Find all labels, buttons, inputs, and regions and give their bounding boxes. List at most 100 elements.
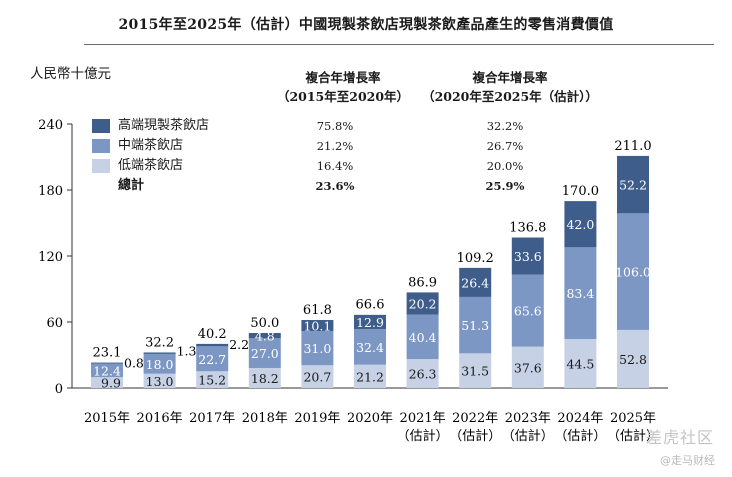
legend-swatch-low-end xyxy=(92,159,110,173)
legend-swatch-high-end xyxy=(92,119,110,133)
y-tick-label: 60 xyxy=(46,316,63,331)
bar-segment-low-end xyxy=(511,346,544,388)
bar-segment-low-end xyxy=(301,365,334,388)
data-label-mid-tier: 32.4 xyxy=(356,340,384,355)
data-label-total: 40.2 xyxy=(198,327,227,342)
x-tick-label: 2021年 xyxy=(400,411,446,426)
data-label-low-end: 13.0 xyxy=(146,374,174,389)
data-label-high-end: 1.3 xyxy=(177,344,197,359)
x-tick-label: （估計） xyxy=(607,428,659,444)
bar-segment-mid-tier xyxy=(143,353,176,374)
bar-segment-low-end xyxy=(406,359,439,388)
bar-segment-low-end xyxy=(143,373,176,388)
data-label-mid-tier: 40.4 xyxy=(409,330,437,345)
data-label-total: 109.2 xyxy=(457,251,494,266)
data-label-low-end: 44.5 xyxy=(566,357,594,372)
cagr-header-2020-2025: 複合年增長率 （2020年至2025年（估計）） xyxy=(410,68,610,106)
x-tick-label: 2022年 xyxy=(452,411,498,426)
legend-label-total: 總計 xyxy=(118,178,145,193)
data-label-total: 50.0 xyxy=(250,316,279,331)
legend-label: 高端現製茶飲店 xyxy=(118,118,210,133)
x-tick-label: 2017年 xyxy=(189,411,235,426)
data-label-low-end: 15.2 xyxy=(198,373,226,388)
bar-segment-high-end xyxy=(511,237,544,275)
data-label-low-end: 26.3 xyxy=(409,367,437,382)
data-label-high-end: 42.0 xyxy=(566,217,594,232)
data-label-total: 136.8 xyxy=(509,221,546,236)
bar-segment-low-end xyxy=(354,364,386,388)
data-label-total: 211.0 xyxy=(614,139,651,154)
x-tick-label: （估計） xyxy=(449,428,501,444)
data-label-high-end: 0.8 xyxy=(124,356,144,371)
y-tick-label: 120 xyxy=(38,250,63,265)
cagr-value: 32.2% xyxy=(486,119,524,133)
bar-segment-mid-tier xyxy=(564,247,597,340)
data-label-mid-tier: 106.0 xyxy=(615,265,651,280)
data-label-mid-tier: 18.0 xyxy=(146,357,174,372)
data-label-low-end: 20.7 xyxy=(303,370,331,385)
bar-segment-mid-tier xyxy=(354,329,386,365)
bar-segment-high-end xyxy=(354,314,386,330)
data-label-total: 86.9 xyxy=(408,275,437,290)
bar-segment-high-end xyxy=(196,343,229,347)
data-label-high-end: 12.9 xyxy=(356,315,384,330)
bar-segment-mid-tier xyxy=(196,346,229,372)
x-tick-label: 2018年 xyxy=(242,411,288,426)
bar-segment-high-end xyxy=(248,333,281,339)
x-tick-label: （估計） xyxy=(502,428,554,444)
x-tick-label: 2024年 xyxy=(557,411,603,426)
x-tick-label: 2020年 xyxy=(347,411,393,426)
watermark-text: 差虎社区 xyxy=(646,428,715,447)
cagr-header-2015-2020: 複合年增長率 （2015年至2020年） xyxy=(255,68,431,106)
data-label-low-end: 9.9 xyxy=(101,376,121,391)
y-tick-label: 0 xyxy=(55,382,63,397)
data-label-high-end: 52.2 xyxy=(619,178,647,193)
x-tick-label: 2025年 xyxy=(610,411,656,426)
bar-segment-low-end xyxy=(196,371,229,388)
data-label-high-end: 20.2 xyxy=(409,297,437,312)
data-label-mid-tier: 27.0 xyxy=(251,346,279,361)
data-label-mid-tier: 31.0 xyxy=(303,341,331,356)
bar-segment-high-end xyxy=(564,201,597,248)
data-label-total: 61.8 xyxy=(303,303,332,318)
bar-segment-low-end xyxy=(564,339,597,388)
bar-segment-mid-tier xyxy=(91,363,123,378)
y-axis-unit-label: 人民幣十億元 xyxy=(30,66,111,82)
cagr-header-line2: （2020年至2025年（估計）） xyxy=(422,89,598,104)
cagr-value: 21.2% xyxy=(316,139,354,153)
bar-segment-low-end xyxy=(617,329,649,388)
data-label-low-end: 37.6 xyxy=(514,360,542,375)
data-label-mid-tier: 83.4 xyxy=(566,286,594,301)
chart-title: 2015年至2025年（估計）中國現製茶飲店現製茶飲產品產生的零售消費價值 xyxy=(118,17,614,33)
data-label-low-end: 31.5 xyxy=(461,364,489,379)
x-tick-label: （估計） xyxy=(554,428,606,444)
cagr-value: 75.8% xyxy=(316,119,354,133)
watermark-handle: @走马财经 xyxy=(660,454,715,467)
bar-segment-low-end xyxy=(459,353,492,388)
cagr-header-line2: （2015年至2020年） xyxy=(276,89,410,104)
bar-segment-high-end xyxy=(459,267,492,297)
cagr-value-total: 25.9% xyxy=(485,179,525,193)
bar-segment-high-end xyxy=(406,292,439,315)
bar-segment-mid-tier xyxy=(459,296,492,354)
cagr-header-line1: 複合年增長率 xyxy=(305,70,381,85)
bar-segment-high-end xyxy=(301,320,334,332)
data-label-mid-tier: 51.3 xyxy=(461,318,489,333)
bar-segment-low-end xyxy=(248,367,281,388)
data-label-high-end: 2.2 xyxy=(229,337,249,352)
data-label-mid-tier: 22.7 xyxy=(198,352,226,367)
data-label-high-end: 10.1 xyxy=(303,319,331,334)
bar-segment-low-end xyxy=(91,377,123,388)
bar-segment-high-end xyxy=(617,155,649,214)
data-label-low-end: 18.2 xyxy=(251,371,279,386)
cagr-value: 20.0% xyxy=(486,159,524,173)
x-tick-label: （估計） xyxy=(397,428,449,444)
x-tick-label: 2019年 xyxy=(294,411,340,426)
data-label-total: 66.6 xyxy=(356,298,385,313)
cagr-value: 26.7% xyxy=(486,139,524,153)
legend-swatch-mid-tier xyxy=(92,139,110,153)
bar-segment-high-end xyxy=(143,352,176,354)
legend-label: 中端茶飲店 xyxy=(118,138,184,153)
bar-segment-mid-tier xyxy=(406,314,439,360)
